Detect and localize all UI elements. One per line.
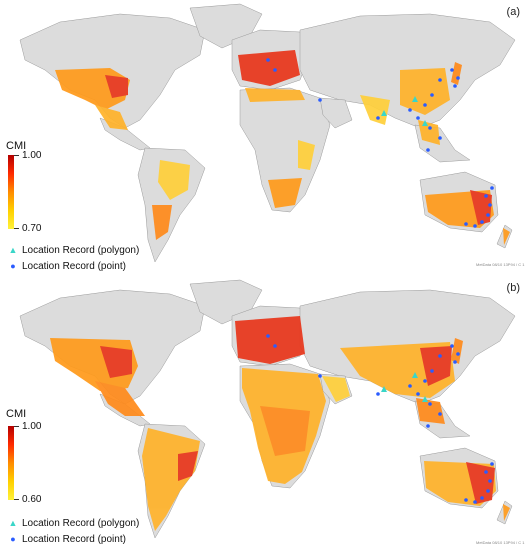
suit-north-africa xyxy=(245,88,305,102)
suit-nz xyxy=(503,504,510,521)
suit-australia-east xyxy=(470,190,492,225)
suit-india xyxy=(360,95,390,125)
suit-se-asia xyxy=(418,120,440,145)
colorbar xyxy=(8,426,14,500)
legend-point-label: Location Record (point) xyxy=(22,261,126,272)
suit-se-asia xyxy=(416,398,445,424)
suit-mexico xyxy=(95,105,128,130)
legend-title: CMI xyxy=(6,140,27,152)
suit-china-east xyxy=(420,346,452,386)
africa xyxy=(239,87,331,213)
polygon-records xyxy=(381,96,428,126)
colorbar-tick-min xyxy=(14,228,19,229)
suit-mexico xyxy=(95,381,145,416)
suit-brazil xyxy=(158,160,190,200)
map-credit: MetData 08/10 13P94 / C 1 xyxy=(476,262,525,267)
legend-title: CMI xyxy=(6,408,27,420)
suit-europe xyxy=(238,50,300,86)
colorbar xyxy=(8,155,14,229)
suit-brazil-east xyxy=(178,451,198,481)
colorbar-tick-min xyxy=(14,499,19,500)
colorbar-tick-max xyxy=(14,155,19,156)
polygon-records xyxy=(381,372,428,402)
colorbar-tick-max xyxy=(14,426,19,427)
point-records xyxy=(266,58,494,228)
legend-polygon-label: Location Record (polygon) xyxy=(22,245,140,256)
suit-australia-east xyxy=(466,462,495,504)
dot-icon: ● xyxy=(10,534,16,544)
suit-arabia xyxy=(322,376,350,402)
triangle-icon: ▲ xyxy=(8,245,18,255)
panel-label: (b) xyxy=(506,282,520,294)
suit-japan xyxy=(451,62,462,85)
legend-point-record: ● Location Record (point) xyxy=(8,534,126,545)
suit-nz xyxy=(503,228,510,245)
suit-china xyxy=(400,68,450,115)
legend-polygon-record: ▲ Location Record (polygon) xyxy=(8,518,140,529)
legend-polygon-record: ▲ Location Record (polygon) xyxy=(8,245,140,256)
legend-polygon-label: Location Record (polygon) xyxy=(22,518,140,529)
dot-icon: ● xyxy=(10,261,16,271)
world-map-b xyxy=(19,279,516,539)
triangle-icon: ▲ xyxy=(8,518,18,528)
colorbar-max-label: 1.00 xyxy=(22,150,42,161)
map-panel-b: (b) CMI 1.00 0.60 ▲ Location Record (poly… xyxy=(0,276,528,550)
world-map-a xyxy=(19,3,516,263)
suit-europe xyxy=(235,316,305,364)
map-credit: MetData 08/10 13P94 / C 1 xyxy=(476,540,525,545)
suit-argentina xyxy=(152,205,172,240)
colorbar-min-label: 0.60 xyxy=(22,494,42,505)
map-panel-a: (a) CMI 1.00 0.70 ▲ Location Record (poly… xyxy=(0,0,528,274)
suit-south-america xyxy=(142,428,200,531)
colorbar-max-label: 1.00 xyxy=(22,421,42,432)
legend-point-record: ● Location Record (point) xyxy=(8,261,126,272)
arabia xyxy=(319,97,353,129)
suit-south-africa xyxy=(268,178,302,208)
point-records xyxy=(266,334,494,504)
panel-label: (a) xyxy=(506,6,520,18)
colorbar-min-label: 0.70 xyxy=(22,223,42,234)
suit-east-africa xyxy=(298,140,315,170)
legend-point-label: Location Record (point) xyxy=(22,534,126,545)
suit-japan xyxy=(451,338,463,364)
suit-africa-central xyxy=(260,406,310,456)
suit-us-east xyxy=(105,75,128,98)
suit-us-east xyxy=(100,346,132,378)
